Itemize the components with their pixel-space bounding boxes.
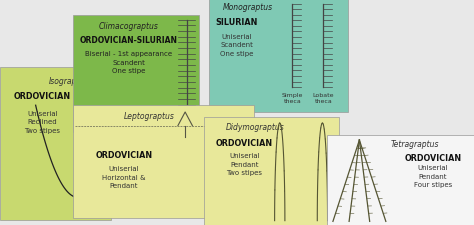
Text: Lobate
theca: Lobate theca [312, 92, 334, 104]
Text: Leptograptus: Leptograptus [124, 111, 174, 120]
Text: Uniserial
Pendant
Four stipes: Uniserial Pendant Four stipes [414, 165, 452, 188]
Text: Uniserial
Horizontal &
Pendant: Uniserial Horizontal & Pendant [102, 165, 146, 188]
Text: Uniserial
Scandent
One stipe: Uniserial Scandent One stipe [220, 34, 253, 57]
FancyBboxPatch shape [204, 117, 339, 225]
Text: Uniserial
Reclined
Two stipes: Uniserial Reclined Two stipes [24, 110, 60, 133]
Text: ORDOVICIAN: ORDOVICIAN [404, 153, 461, 162]
Text: Tetragraptus: Tetragraptus [391, 140, 439, 148]
FancyBboxPatch shape [73, 106, 254, 218]
Text: Isograptus: Isograptus [49, 77, 89, 86]
Text: Biserial - 1st appearance
Scandent
One stipe: Biserial - 1st appearance Scandent One s… [85, 51, 173, 74]
Text: ORDOVICIAN: ORDOVICIAN [95, 151, 153, 160]
Text: Climacograptus: Climacograptus [99, 22, 159, 31]
Text: ORDOVICIAN: ORDOVICIAN [216, 139, 273, 148]
FancyBboxPatch shape [0, 68, 111, 220]
FancyBboxPatch shape [209, 0, 348, 112]
Text: Didymograptus: Didymograptus [226, 122, 284, 131]
FancyBboxPatch shape [327, 135, 474, 225]
Text: Uniserial
Pendant
Two stipes: Uniserial Pendant Two stipes [227, 153, 262, 176]
Text: ORDOVICIAN: ORDOVICIAN [14, 92, 71, 101]
Text: Simple
theca: Simple theca [282, 92, 303, 104]
Text: Monograptus: Monograptus [223, 3, 273, 12]
FancyBboxPatch shape [73, 16, 199, 133]
Text: SILURIAN: SILURIAN [215, 18, 258, 27]
Text: ORDOVICIAN-SILURIAN: ORDOVICIAN-SILURIAN [80, 36, 178, 45]
